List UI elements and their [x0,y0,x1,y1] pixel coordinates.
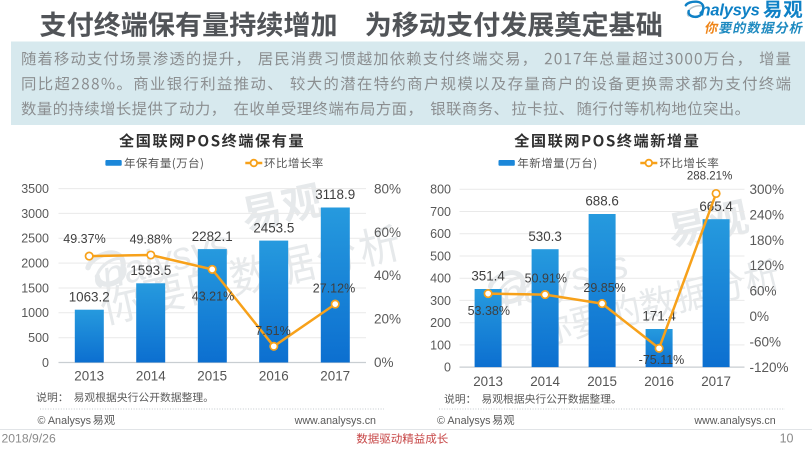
svg-text:-75.11%: -75.11% [639,353,685,367]
svg-text:2018/9/26: 2018/9/26 [2,432,56,446]
svg-text:20%: 20% [374,312,401,327]
svg-text:43.21%: 43.21% [192,289,234,303]
svg-text:80%: 80% [374,181,401,196]
svg-text:351.4: 351.4 [471,269,505,284]
svg-text:300: 300 [430,294,451,308]
svg-text:www.analysys.cn: www.analysys.cn [693,415,775,427]
svg-text:1000: 1000 [21,306,49,320]
svg-text:2014: 2014 [530,374,560,389]
svg-text:27.12%: 27.12% [313,281,355,295]
svg-text:60%: 60% [374,225,401,240]
svg-text:0: 0 [42,356,49,370]
svg-text:2453.5: 2453.5 [253,220,294,235]
svg-text:1500: 1500 [21,281,49,295]
svg-text:180%: 180% [750,233,785,248]
svg-text:2016: 2016 [259,368,289,383]
svg-text:530.3: 530.3 [528,229,562,244]
svg-text:© Analysys: © Analysys [38,415,92,427]
svg-text:40%: 40% [374,268,401,283]
svg-text:nalysys: nalysys [701,2,760,20]
svg-text:300%: 300% [750,182,785,197]
svg-text:2016: 2016 [644,374,674,389]
svg-text:2014: 2014 [136,368,166,383]
svg-text:0: 0 [444,361,451,375]
svg-text:400: 400 [430,272,451,286]
svg-text:3000: 3000 [21,207,49,221]
svg-text:29.85%: 29.85% [583,281,625,295]
svg-text:688.6: 688.6 [585,194,619,209]
svg-text:500: 500 [28,331,49,345]
svg-text:-60%: -60% [750,334,782,349]
svg-text:www.analysys.cn: www.analysys.cn [294,415,376,427]
svg-text:© Analysys: © Analysys [437,415,491,427]
svg-text:171.4: 171.4 [642,309,676,324]
svg-text:700: 700 [430,205,451,219]
svg-text:120%: 120% [750,258,785,273]
svg-text:2500: 2500 [21,232,49,246]
svg-text:2013: 2013 [473,374,503,389]
svg-text:0%: 0% [374,355,394,370]
svg-text:2015: 2015 [587,374,617,389]
svg-text:49.88%: 49.88% [130,232,172,246]
svg-text:600: 600 [430,227,451,241]
svg-text:1593.5: 1593.5 [130,263,171,278]
svg-text:2017: 2017 [320,368,350,383]
svg-text:-120%: -120% [750,360,789,375]
svg-text:0%: 0% [750,309,770,324]
svg-text:100: 100 [430,338,451,352]
svg-text:2013: 2013 [74,368,104,383]
svg-text:53.38%: 53.38% [468,304,510,318]
svg-text:49.37%: 49.37% [63,232,105,246]
svg-text:288.21%: 288.21% [687,170,732,182]
svg-text:60%: 60% [750,284,777,299]
svg-text:10: 10 [780,432,794,446]
svg-text:7.51%: 7.51% [255,324,290,338]
svg-text:800: 800 [430,183,451,197]
svg-text:665.4: 665.4 [699,199,733,214]
svg-text:1063.2: 1063.2 [69,289,110,304]
svg-text:200: 200 [430,316,451,330]
svg-text:2015: 2015 [197,368,227,383]
svg-text:2017: 2017 [701,374,731,389]
svg-text:3118.9: 3118.9 [315,187,355,202]
svg-text:2000: 2000 [21,257,49,271]
svg-text:50.91%: 50.91% [525,271,567,285]
svg-text:3500: 3500 [21,182,49,196]
svg-text:240%: 240% [750,207,785,222]
svg-text:500: 500 [430,249,451,263]
svg-text:2282.1: 2282.1 [192,229,233,244]
